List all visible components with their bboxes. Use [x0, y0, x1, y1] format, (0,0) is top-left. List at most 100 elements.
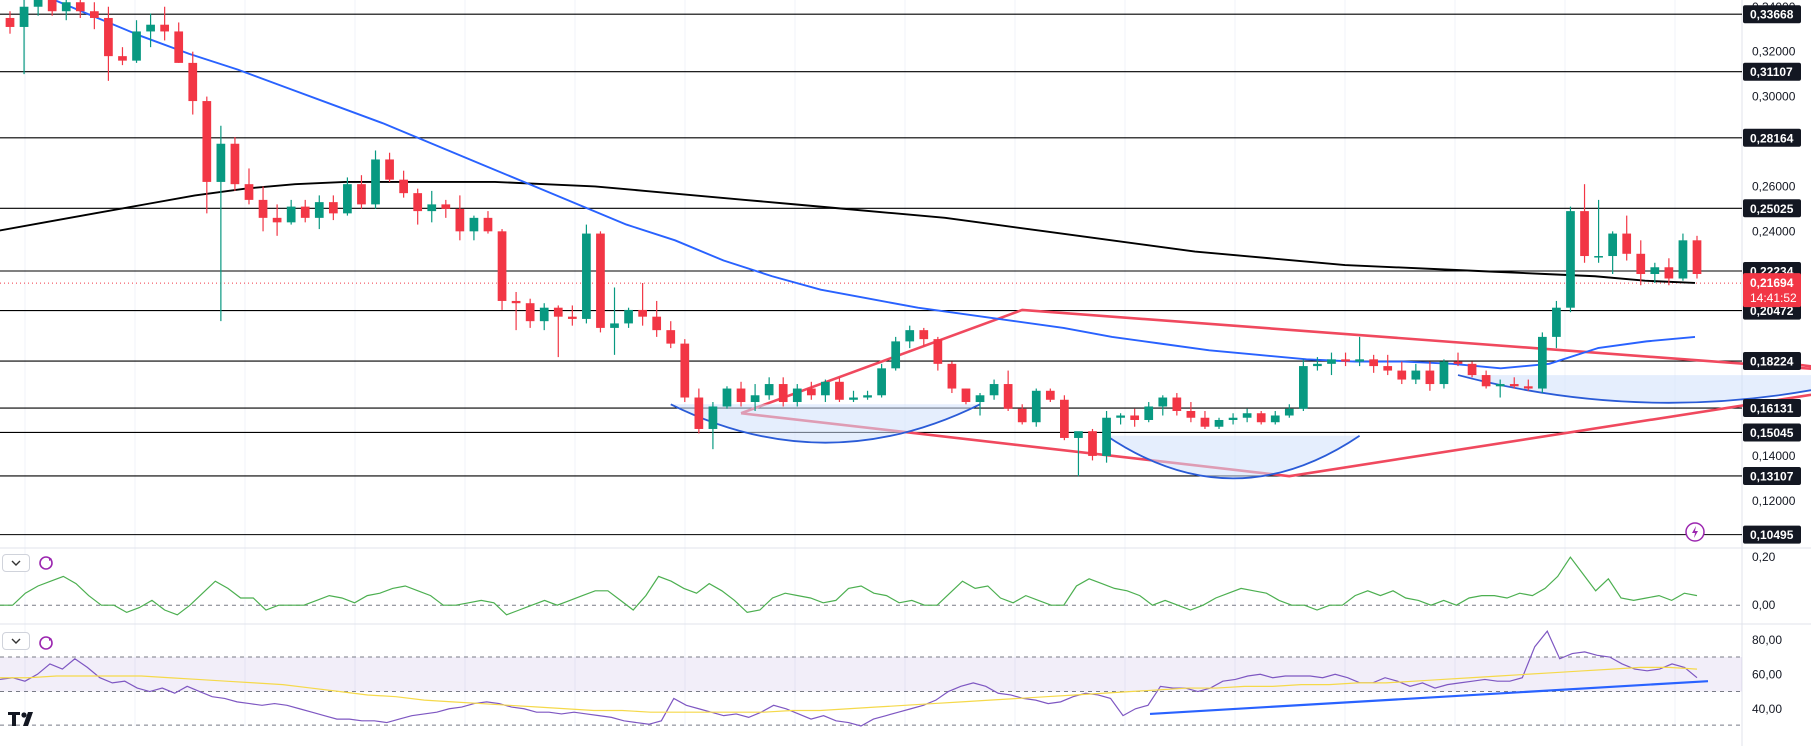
pattern-drawings [670, 308, 1811, 480]
candle-body [835, 381, 844, 400]
base-arc [1106, 434, 1361, 480]
candle-body [792, 388, 802, 403]
level-label-box [1743, 423, 1801, 442]
candle-body [722, 388, 732, 407]
candle-body [314, 202, 324, 218]
candle-body [750, 395, 760, 403]
candle-body [1566, 211, 1575, 308]
candle-body [1186, 411, 1196, 418]
level-label: 0,18224 [1750, 355, 1794, 369]
candle-body [1256, 413, 1266, 423]
rsi-tick-label: 80,00 [1752, 633, 1782, 647]
level-label: 0,16131 [1750, 402, 1794, 416]
collapse-oscillator-button[interactable] [2, 554, 30, 572]
candle-body [1172, 397, 1182, 411]
candle-body [89, 11, 99, 18]
level-label: 0,31107 [1750, 65, 1793, 79]
rsi-settings-icon[interactable] [37, 634, 55, 652]
oscillator-line [0, 556, 1698, 616]
base-arc [1457, 374, 1811, 404]
collapse-rsi-button[interactable] [2, 632, 30, 650]
candle-body [343, 184, 352, 214]
candle-body [47, 0, 57, 12]
candle-body [1608, 233, 1618, 257]
candle-body [61, 2, 71, 12]
oscillator-tick-label: 0,20 [1752, 550, 1776, 564]
candle-body [216, 143, 226, 182]
candle-body [1158, 397, 1168, 407]
candle-body [188, 62, 198, 102]
candle-body [328, 202, 338, 214]
candle-body [1270, 415, 1280, 423]
rsi-tick-label: 60,00 [1752, 667, 1782, 681]
candle-body [553, 307, 563, 317]
moving-averages [0, 0, 1696, 370]
candle-body [1017, 408, 1027, 423]
level-label-box [1743, 62, 1801, 81]
candle-body [736, 388, 746, 403]
candle-body [1692, 240, 1702, 274]
candle-body [610, 323, 619, 328]
lightning-icon[interactable] [1685, 522, 1705, 542]
candle-body [764, 384, 774, 396]
candle-body [1552, 307, 1561, 337]
rsi-band [0, 657, 1742, 692]
candle-body [118, 56, 127, 61]
candle-body [1355, 359, 1364, 362]
rsi-panel [0, 630, 1742, 727]
candle-body [511, 300, 521, 304]
level-label-box [1743, 466, 1801, 485]
candle-body [694, 397, 704, 429]
tradingview-logo-icon [6, 708, 40, 728]
candle-body [19, 6, 29, 27]
candle-body [1031, 390, 1041, 423]
candle-body [1144, 406, 1154, 420]
candle-body [961, 388, 971, 403]
candle-body [33, 0, 43, 7]
candle-body [1622, 233, 1632, 254]
price-tick-label: 0,26000 [1752, 179, 1796, 193]
candle-body [1130, 415, 1140, 420]
candle-body [202, 101, 212, 182]
price-tick-label: 0,30000 [1752, 90, 1796, 104]
level-label-box [1743, 199, 1801, 218]
candle-body [357, 184, 366, 205]
oscillator-settings-icon[interactable] [37, 554, 55, 572]
candle-body [1327, 359, 1336, 364]
candle-body [300, 206, 310, 218]
price-axis[interactable]: 0,200,0080,0060,0040,000,340000,320000,3… [1743, 0, 1801, 716]
candle-body [413, 193, 423, 212]
candle-body [863, 395, 872, 398]
candle-body [778, 384, 788, 403]
level-label-box [1743, 352, 1801, 371]
level-label-box [1743, 128, 1801, 147]
candle-body [1481, 375, 1491, 387]
rsi-signal-line [0, 666, 1698, 713]
candle-body [1060, 399, 1069, 438]
rsi-trendline [1149, 680, 1709, 716]
candle-body [989, 384, 999, 396]
candle-body [652, 316, 662, 331]
level-label: 0,28164 [1750, 131, 1794, 145]
candle-body [1045, 390, 1055, 400]
candle-body [1425, 370, 1435, 385]
price-tick-label: 0,24000 [1752, 224, 1796, 238]
candle-body [1242, 413, 1252, 418]
candle-body [708, 406, 718, 429]
candle-body [483, 217, 493, 232]
candle-body [1495, 384, 1505, 387]
candle-body [1664, 267, 1674, 279]
candle-body [624, 309, 633, 324]
candle-body [1523, 386, 1533, 389]
candle-body [1200, 417, 1210, 427]
candle-body [427, 204, 437, 212]
candle-body [1383, 366, 1393, 371]
candle-body [244, 184, 254, 200]
candle-body [596, 233, 605, 328]
candle-body [272, 217, 282, 223]
candle-body [877, 368, 886, 396]
triangle-lower-line [740, 393, 1811, 478]
candle-body [75, 2, 85, 12]
